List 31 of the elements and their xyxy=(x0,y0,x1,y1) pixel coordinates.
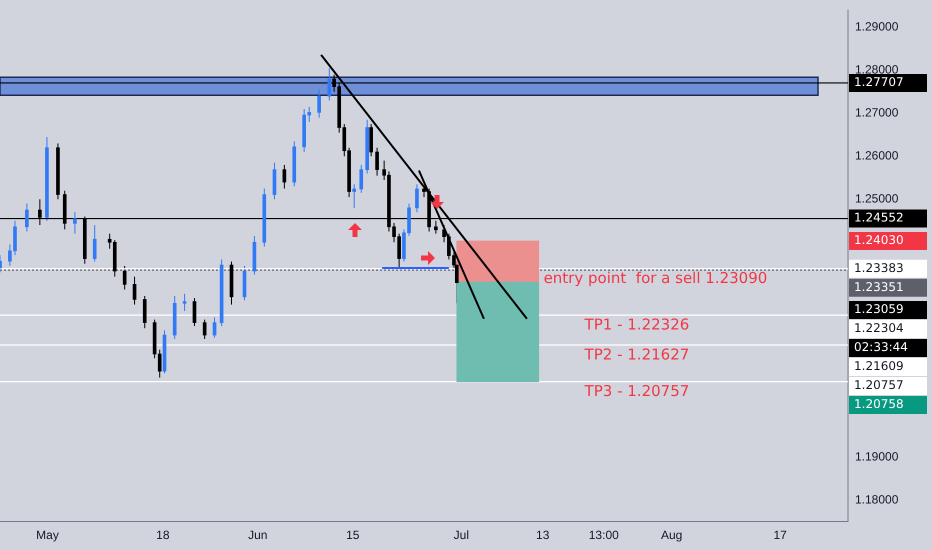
ref-line-label: 1.27707 xyxy=(854,75,904,90)
x-tick-label: 18 xyxy=(156,528,170,542)
ref-line-label: 1.21609 xyxy=(854,359,904,374)
text: 1.20758 xyxy=(854,397,904,412)
x-tick-label: Jul xyxy=(454,528,469,542)
x-tick-label: Aug xyxy=(660,528,682,542)
annotation: entry point for a sell 1.23090 xyxy=(544,269,768,288)
y-tick-label: 1.29000 xyxy=(855,20,899,34)
y-tick-label: 1.27000 xyxy=(855,106,899,120)
ref-line-label: 1.24552 xyxy=(854,210,904,225)
x-tick-label: May xyxy=(36,528,59,542)
x-tick-label: Jun xyxy=(248,528,268,542)
text: 1.23059 xyxy=(854,302,904,316)
y-tick-label: 1.18000 xyxy=(855,492,899,506)
y-tick-label: 1.19000 xyxy=(855,449,899,464)
x-tick-label: 13 xyxy=(536,528,550,542)
text: 02:33:44 xyxy=(854,340,908,354)
annotation: TP1 - 1.22326 xyxy=(584,316,690,334)
x-tick-label: 17 xyxy=(773,528,788,542)
y-tick-label: 1.26000 xyxy=(855,148,899,163)
annotation: TP3 - 1.20757 xyxy=(584,382,690,400)
ref-line-label: 1.23351 xyxy=(854,280,904,294)
ref-line-label: 1.22304 xyxy=(854,321,904,336)
y-tick-label: 1.28000 xyxy=(855,62,899,77)
ref-line-label: 1.20757 xyxy=(854,378,904,392)
annotation: TP2 - 1.21627 xyxy=(584,345,690,364)
x-tick-label: 13:00 xyxy=(588,528,620,542)
y-tick-label: 1.25000 xyxy=(855,192,899,206)
x-tick-label: 15 xyxy=(346,528,360,542)
ref-line-label: 1.23383 xyxy=(854,260,904,275)
text: 1.24030 xyxy=(854,233,904,248)
